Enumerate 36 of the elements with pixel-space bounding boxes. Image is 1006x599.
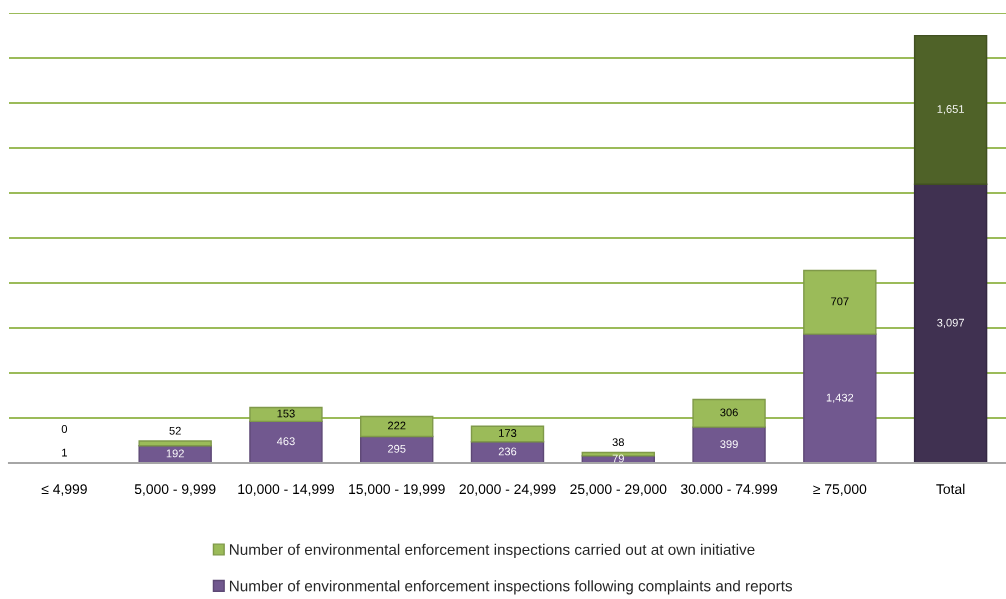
x-tick-label: ≤ 4,999: [41, 484, 87, 496]
data-label: 1,651: [937, 105, 964, 115]
data-label: 1,432: [826, 393, 854, 403]
data-label: 295: [388, 444, 406, 453]
legend-label: Number of environmental enforcement inspections carried out at own initiative: [229, 543, 755, 559]
bar: [470, 425, 545, 443]
x-tick-label: 5,000 - 9,999: [134, 484, 216, 496]
x-tick-label: Total: [936, 483, 965, 495]
x-tick-label: 15,000 - 19,999: [349, 484, 445, 496]
bar: [249, 420, 323, 463]
x-tick-label: 30.000 - 74.999: [680, 484, 778, 495]
data-label: 3,097: [937, 318, 964, 328]
bar: [138, 440, 212, 447]
bar: [913, 34, 988, 185]
data-label: 306: [720, 408, 738, 417]
x-tick-label: 10,000 - 14,999: [238, 484, 334, 496]
legend-label: Number of environmental enforcement inspections following complaints and reports: [229, 580, 793, 595]
data-label: 707: [831, 297, 849, 306]
x-tick-label: ≥ 75,000: [813, 484, 867, 496]
data-label: 463: [276, 437, 295, 446]
data-label: 0: [61, 425, 68, 433]
bar: [913, 183, 988, 463]
data-label: 236: [498, 447, 517, 456]
data-label: 79: [612, 454, 624, 463]
data-label: 399: [720, 440, 738, 449]
data-label: 1: [62, 448, 67, 457]
bar: [692, 426, 766, 463]
data-label: 192: [166, 449, 184, 458]
bar: [803, 333, 877, 463]
data-label: 153: [277, 409, 295, 418]
data-label: 222: [388, 421, 406, 430]
data-label: 38: [612, 438, 624, 447]
data-label: 173: [499, 429, 517, 437]
data-label: 52: [169, 426, 181, 435]
x-tick-label: 25,000 - 29,000: [570, 484, 667, 496]
x-tick-label: 20,000 - 24,999: [459, 484, 556, 496]
